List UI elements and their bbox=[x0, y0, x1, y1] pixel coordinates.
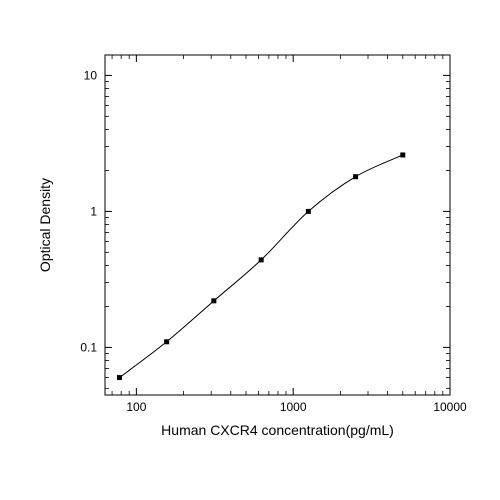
y-tick-label: 1 bbox=[90, 204, 97, 218]
data-marker bbox=[306, 209, 311, 214]
x-axis-label: Human CXCR4 concentration(pg/mL) bbox=[161, 422, 394, 438]
y-tick-label: 0.1 bbox=[80, 340, 97, 354]
x-tick-label: 10000 bbox=[433, 400, 467, 414]
data-curve bbox=[119, 155, 402, 378]
data-marker bbox=[259, 257, 264, 262]
chart-container: 100 1000 10000 0.1 1 10 Human CXCR4 concentrat… bbox=[0, 0, 500, 500]
data-marker bbox=[400, 152, 405, 157]
plot-border bbox=[105, 55, 450, 395]
data-marker bbox=[164, 339, 169, 344]
data-marker bbox=[353, 174, 358, 179]
data-marker bbox=[117, 375, 122, 380]
y-axis-label: Optical Density bbox=[37, 178, 53, 272]
data-marker bbox=[211, 298, 216, 303]
chart-svg: 100 1000 10000 0.1 1 10 Human CXCR4 concentrat… bbox=[0, 0, 500, 500]
x-tick-label: 1000 bbox=[280, 400, 307, 414]
x-tick-label: 100 bbox=[126, 400, 146, 414]
y-tick-label: 10 bbox=[84, 68, 98, 82]
